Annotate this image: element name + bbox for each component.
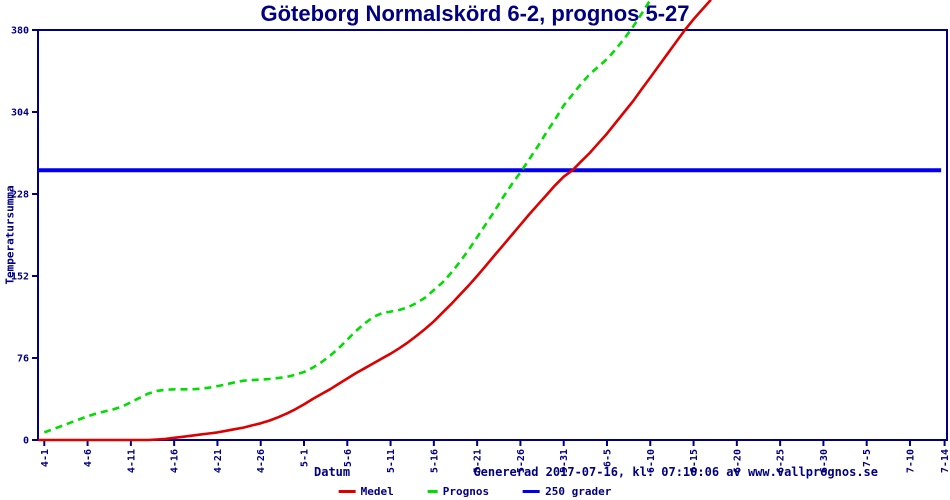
y-tick-label: 76 [17, 354, 29, 365]
series-medel [38, 0, 712, 442]
x-tick-label: 7-14 [940, 449, 950, 473]
medel-line-swatch-icon [338, 490, 356, 493]
x-tick-label: 4-16 [170, 449, 181, 473]
y-tick-label: 380 [11, 26, 29, 37]
legend-item-250-grader: 250 grader [523, 485, 611, 498]
x-tick-label: 4-11 [126, 449, 137, 473]
y-axis-label: Temperatursumma [3, 185, 17, 285]
plot-frame [37, 29, 948, 441]
chart-title: Göteborg Normalskörd 6-2, prognos 5-27 [260, 1, 690, 26]
legend-item-prognos: Prognos [427, 485, 490, 498]
x-tick-label: 4-26 [256, 449, 267, 473]
legend-label-250-grader: 250 grader [545, 485, 612, 498]
ref-line-swatch-icon [523, 490, 541, 493]
y-tick-label: 304 [11, 108, 29, 119]
legend: Medel Prognos 250 grader [338, 485, 611, 498]
generated-timestamp: Genererad 2017-07-16, kl: 07:10:06 av ww… [473, 465, 878, 479]
x-tick-label: 5-11 [386, 449, 397, 473]
legend-item-medel: Medel [338, 485, 394, 498]
x-tick-label: 4-1 [40, 449, 51, 467]
x-tick-label: 5-16 [429, 449, 440, 473]
series-prognos [43, 0, 652, 434]
x-tick-label: 5-1 [300, 449, 311, 467]
x-tick-label: 4-21 [213, 449, 224, 473]
x-tick-label: 4-6 [83, 449, 94, 467]
y-tick-label: 0 [23, 436, 29, 447]
x-tick-label: 7-10 [905, 449, 916, 473]
x-axis-label: Datum [314, 465, 351, 479]
legend-label-medel: Medel [360, 485, 394, 498]
prognos-line-swatch-icon [427, 490, 438, 493]
legend-label-prognos: Prognos [442, 485, 490, 498]
